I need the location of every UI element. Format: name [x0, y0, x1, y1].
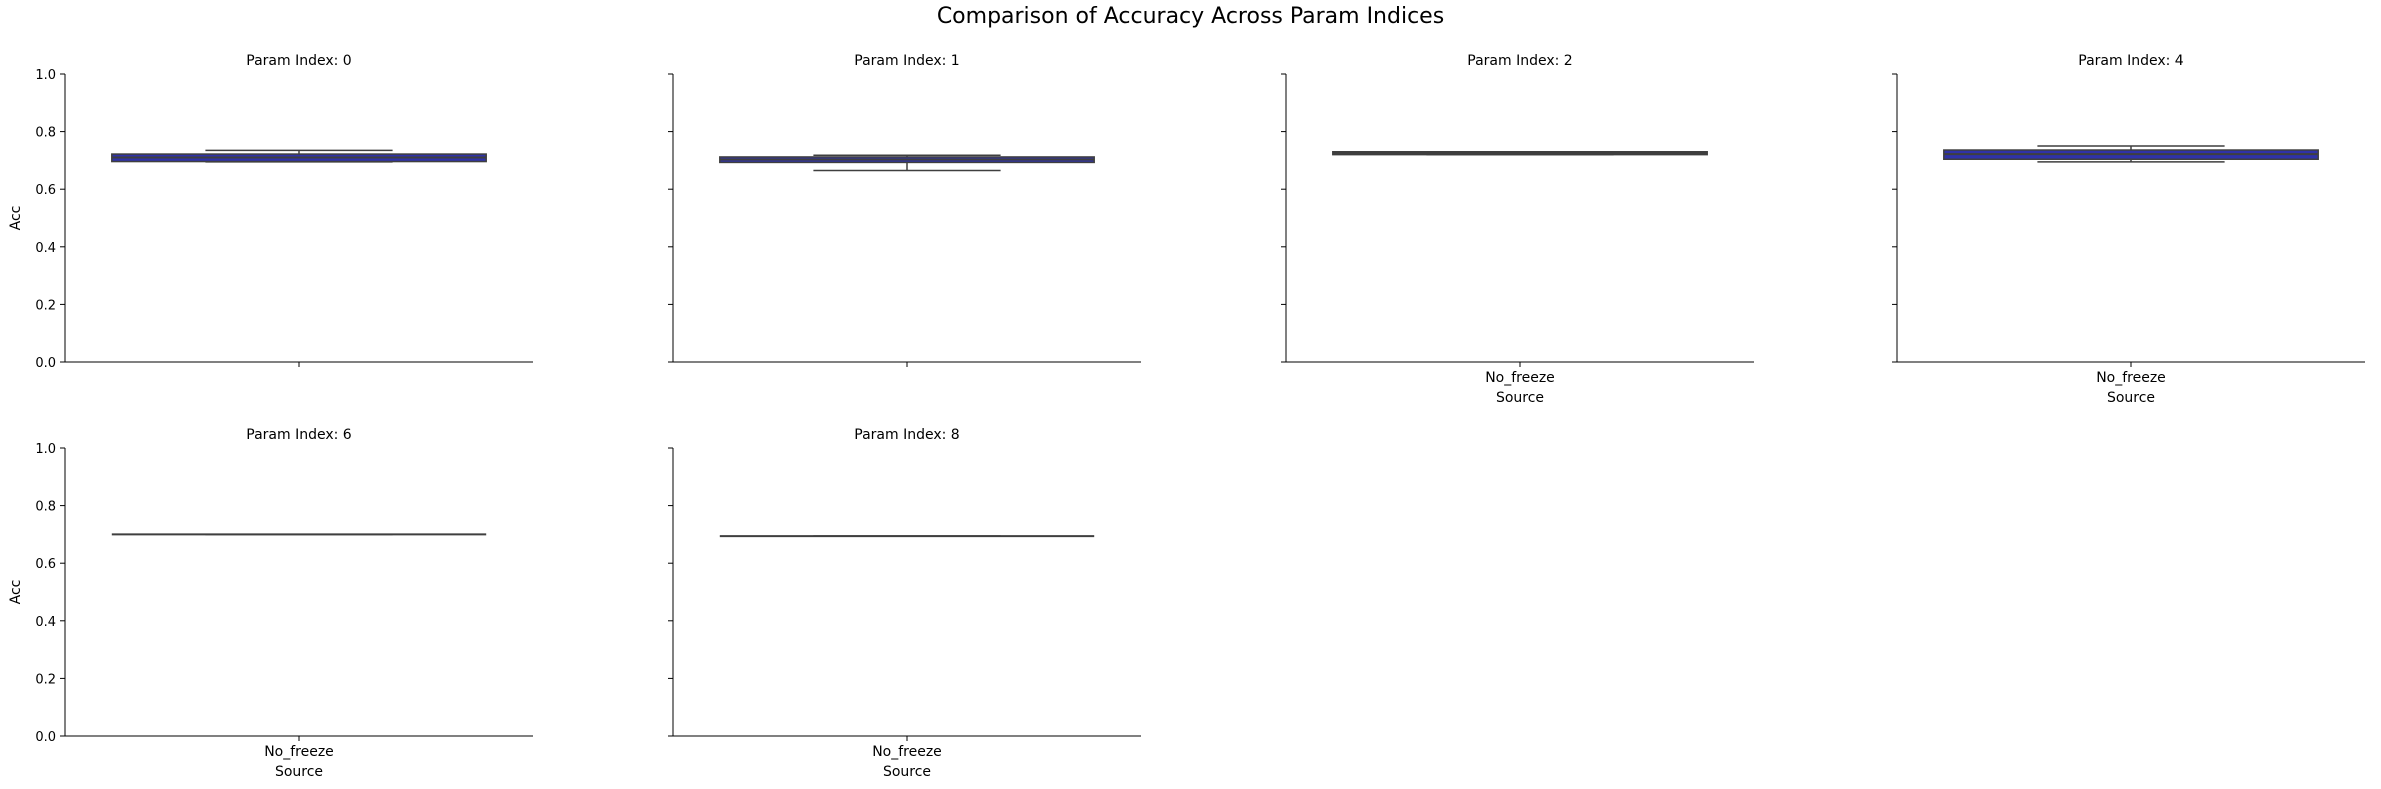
panel-title: Param Index: 4: [2078, 53, 2184, 69]
y-tick-label: 1.0: [35, 68, 56, 83]
facet-panel: Param Index: 2 No_freeze Source: [1281, 53, 1754, 406]
x-axis-label: Source: [2107, 390, 2155, 406]
x-tick-label: No_freeze: [872, 744, 942, 760]
y-tick-label: 1.0: [35, 442, 56, 457]
x-tick-label: No_freeze: [264, 744, 334, 760]
panel-title: Param Index: 2: [1467, 53, 1572, 69]
y-tick-label: 0.2: [35, 672, 56, 687]
y-tick-label: 0.6: [35, 557, 56, 572]
panel-title: Param Index: 1: [854, 53, 959, 69]
panel-title: Param Index: 8: [854, 427, 959, 443]
y-axis-label: Acc: [8, 580, 24, 605]
y-tick-label: 0.4: [35, 241, 56, 256]
facet-panel: Param Index: 1: [668, 53, 1141, 367]
facet-panel: Param Index: 0 0.0 0.2 0.4 0.6 0.8 1.0 Acc: [8, 53, 533, 371]
y-axis-label: Acc: [8, 206, 24, 231]
x-axis-label: Source: [275, 764, 323, 780]
y-tick-label: 0.0: [35, 356, 56, 371]
chart-title: Comparison of Accuracy Across Param Indi…: [936, 4, 1445, 29]
y-tick-label: 0.8: [35, 500, 56, 515]
panel-title: Param Index: 0: [246, 53, 351, 69]
y-tick-label: 0.6: [35, 183, 56, 198]
facet-panel: Param Index: 8 No_freeze Source: [668, 427, 1141, 780]
x-tick-label: No_freeze: [1485, 370, 1555, 386]
x-axis-label: Source: [883, 764, 931, 780]
x-tick-label: No_freeze: [2096, 370, 2166, 386]
facet-panel: Param Index: 4 No_freeze Source: [1892, 53, 2365, 406]
facet-panel: Param Index: 6 0.0 0.2 0.4 0.6 0.8 1.0 Acc No_fr…: [8, 427, 533, 780]
y-tick-label: 0.4: [35, 615, 56, 630]
y-tick-label: 0.0: [35, 730, 56, 745]
panel-title: Param Index: 6: [246, 427, 352, 443]
x-axis-label: Source: [1496, 390, 1544, 406]
y-tick-label: 0.2: [35, 298, 56, 313]
y-tick-label: 0.8: [35, 126, 56, 141]
